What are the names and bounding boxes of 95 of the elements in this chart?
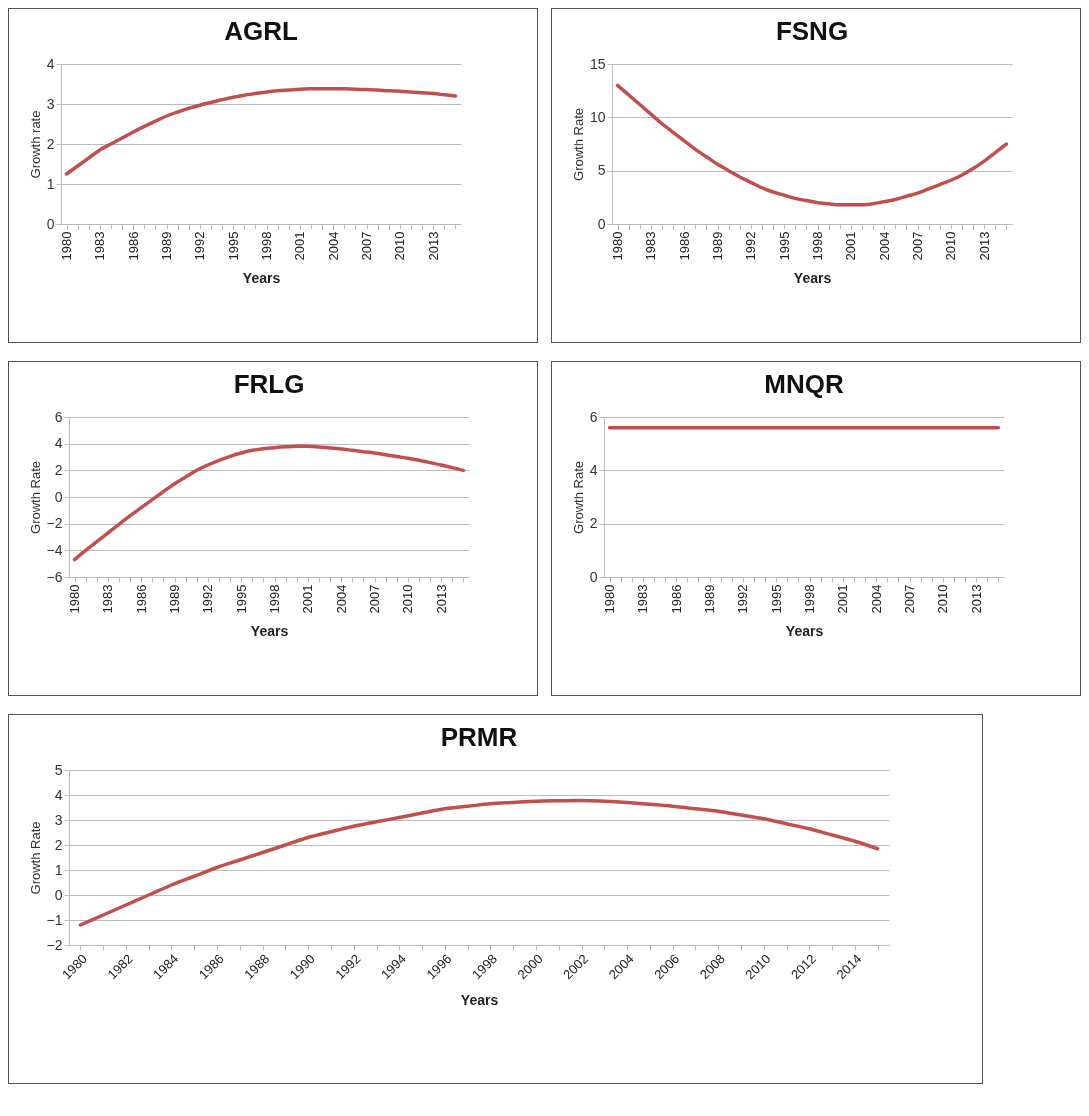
y-axis-title: Growth rate [27, 110, 43, 179]
x-tick-label: 2013 [968, 584, 984, 614]
x-tick-label: 1998 [810, 231, 826, 261]
x-tick-label: 1995 [225, 231, 241, 261]
x-tick-label: 1995 [776, 231, 792, 261]
x-tick-label: 2001 [292, 231, 308, 261]
y-tick-label: 3 [54, 811, 63, 828]
x-axis-title: Years [785, 623, 824, 640]
x-tick-label: 1998 [259, 231, 275, 261]
y-tick-label: 5 [54, 761, 63, 778]
x-tick-label: 1989 [159, 231, 175, 261]
x-tick-label: 1986 [125, 231, 141, 261]
x-tick-label: 2001 [300, 584, 316, 614]
y-tick-label: 0 [46, 215, 55, 232]
y-tick-label: 1 [54, 861, 63, 878]
x-tick-label: 1986 [133, 584, 149, 614]
y-tick-label: 3 [46, 95, 55, 112]
line-series [64, 87, 458, 176]
y-tick-label: 0 [54, 488, 63, 505]
x-tick-label: 2013 [976, 231, 992, 261]
y-tick-label: 4 [46, 55, 55, 72]
x-tick-label: 2010 [935, 584, 951, 614]
x-tick-label: 2013 [433, 584, 449, 614]
x-tick-label: 2013 [425, 231, 441, 261]
y-axis-title: Growth Rate [570, 461, 586, 534]
x-tick-label: 2007 [910, 231, 926, 261]
line-series [78, 798, 880, 927]
y-tick-label: 6 [54, 408, 63, 425]
x-tick-label: 1986 [668, 584, 684, 614]
y-tick-label: −2 [46, 936, 63, 953]
y-tick-label: 0 [589, 568, 598, 585]
x-tick-label: 2010 [943, 231, 959, 261]
x-tick-label: 1983 [635, 584, 651, 614]
y-tick-label: 6 [589, 408, 598, 425]
y-tick-label: 1 [46, 175, 55, 192]
x-tick-label: 1986 [676, 231, 692, 261]
chart-title: FRLG [233, 369, 305, 399]
line-series [72, 444, 466, 562]
x-tick-label: 1980 [610, 231, 626, 261]
x-axis-title: Years [460, 992, 499, 1009]
x-tick-label: 1992 [735, 584, 751, 614]
chart-title: PRMR [440, 722, 518, 752]
x-tick-label: 1980 [602, 584, 618, 614]
x-axis-title: Years [242, 270, 281, 287]
y-axis-title: Growth Rate [27, 821, 43, 895]
y-axis-title: Growth Rate [27, 461, 43, 534]
x-tick-label: 2007 [367, 584, 383, 614]
chart-title: AGRL [224, 16, 298, 46]
y-tick-label: 15 [589, 55, 606, 72]
y-tick-label: 2 [54, 836, 63, 853]
x-tick-label: 2004 [868, 584, 884, 614]
y-axis-title: Growth Rate [570, 108, 586, 181]
x-tick-label: 2004 [333, 584, 349, 614]
x-tick-label: 1980 [59, 231, 75, 261]
y-tick-label: 4 [54, 786, 63, 803]
x-tick-label: 1992 [200, 584, 216, 614]
x-tick-label: 1989 [710, 231, 726, 261]
x-tick-label: 2007 [359, 231, 375, 261]
chart-title: MNQR [764, 369, 844, 399]
x-tick-label: 2007 [902, 584, 918, 614]
y-tick-label: 5 [597, 162, 606, 179]
x-tick-label: 1980 [67, 584, 83, 614]
x-tick-label: 2001 [843, 231, 859, 261]
x-tick-label: 2001 [835, 584, 851, 614]
x-tick-label: 2010 [392, 231, 408, 261]
y-tick-label: 10 [589, 108, 606, 125]
x-tick-label: 1992 [192, 231, 208, 261]
y-tick-label: 0 [54, 886, 63, 903]
x-axis-title: Years [250, 623, 289, 640]
x-tick-label: 1983 [643, 231, 659, 261]
x-tick-label: 1998 [802, 584, 818, 614]
x-tick-label: 1989 [702, 584, 718, 614]
x-tick-label: 1989 [167, 584, 183, 614]
y-tick-label: 2 [54, 461, 63, 478]
x-tick-label: 1998 [267, 584, 283, 614]
x-tick-label: 1992 [743, 231, 759, 261]
y-tick-label: −4 [46, 541, 63, 558]
x-tick-label: 2010 [400, 584, 416, 614]
x-axis-title: Years [793, 270, 832, 287]
y-tick-label: 2 [589, 515, 598, 532]
y-tick-label: −6 [46, 568, 63, 585]
y-tick-label: 4 [589, 461, 598, 478]
y-tick-label: −2 [46, 515, 63, 532]
x-tick-label: 1983 [92, 231, 108, 261]
x-tick-label: 1995 [233, 584, 249, 614]
x-tick-label: 1983 [100, 584, 116, 614]
y-tick-label: 4 [54, 435, 63, 452]
x-tick-label: 2004 [325, 231, 341, 261]
line-series [615, 83, 1009, 207]
x-tick-label: 1995 [768, 584, 784, 614]
x-tick-label: 2004 [876, 231, 892, 261]
y-tick-label: 0 [597, 215, 606, 232]
chart-title: FSNG [775, 16, 849, 46]
y-tick-label: 2 [46, 135, 55, 152]
y-tick-label: −1 [46, 911, 63, 928]
